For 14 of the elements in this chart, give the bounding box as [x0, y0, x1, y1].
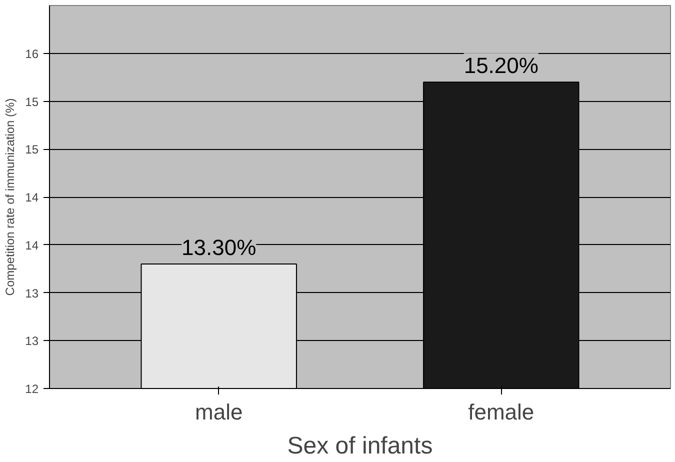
y-tick-label: 15: [25, 142, 39, 157]
x-axis-title: Sex of infants: [287, 432, 433, 460]
y-tick-label: 14: [25, 190, 39, 204]
y-tick-label: 12: [25, 382, 39, 396]
y-tick-label: 13: [25, 286, 39, 300]
y-axis-title: Competition rate of immunization (%): [3, 98, 18, 296]
y-tick-label: 16: [25, 46, 39, 61]
y-tick-label: 15: [25, 94, 39, 109]
y-tick-label: 14: [25, 238, 39, 252]
x-tick-label: female: [468, 400, 534, 424]
data-label: 15.20%: [464, 53, 538, 78]
x-tick-label: male: [195, 400, 243, 424]
y-tick-label: 13: [25, 334, 39, 348]
data-label: 13.30%: [182, 235, 256, 260]
